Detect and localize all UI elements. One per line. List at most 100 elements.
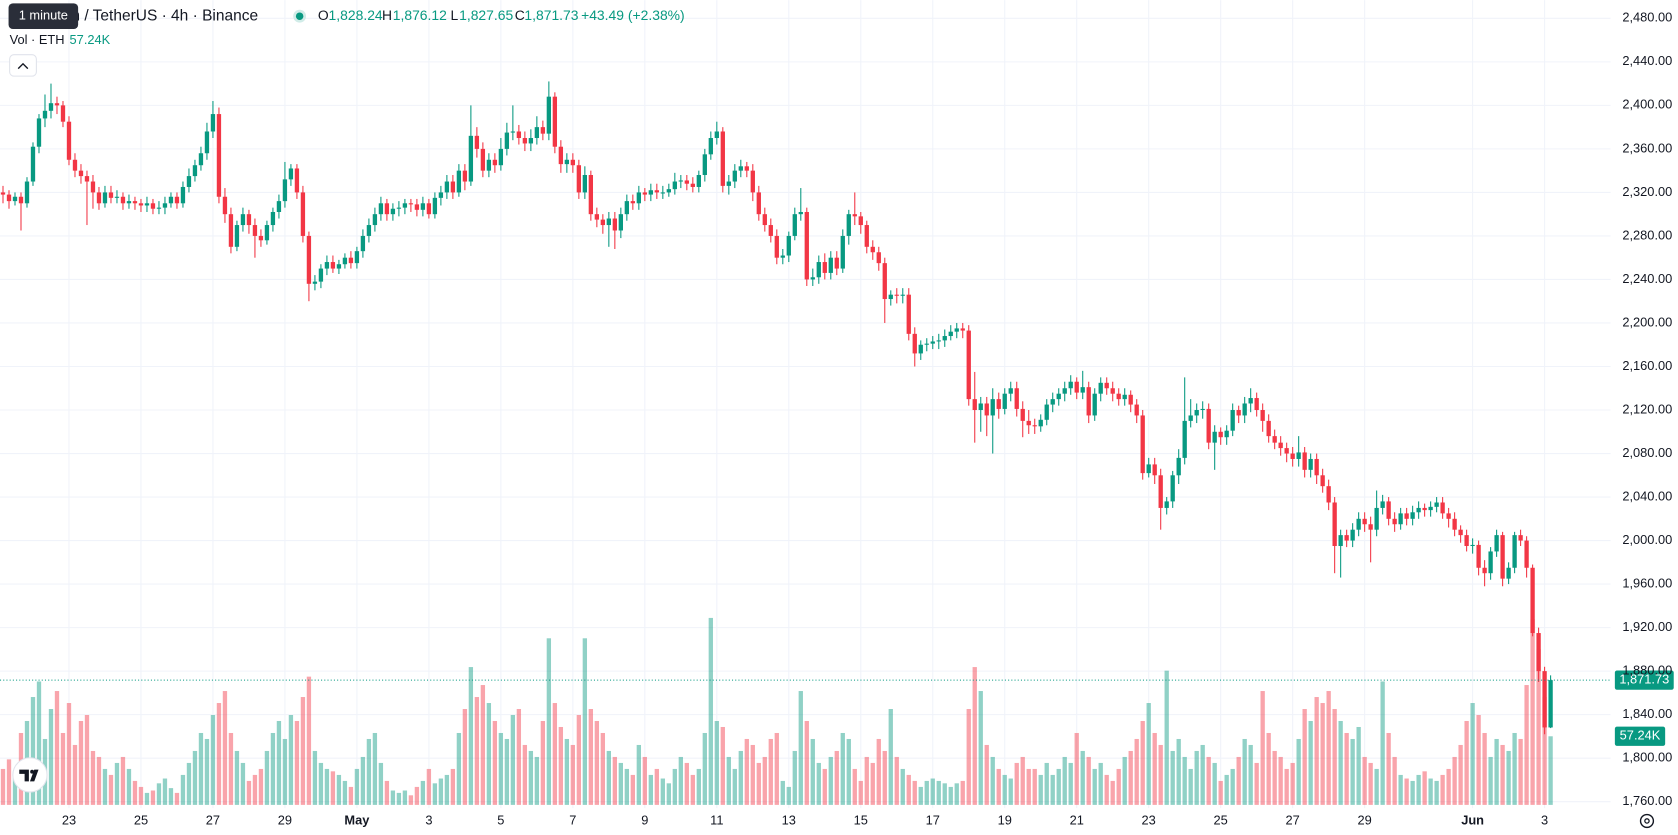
volume-bar [588, 709, 594, 805]
volume-bar [636, 744, 641, 805]
candle-body [912, 333, 917, 354]
candle-body [1134, 404, 1139, 416]
candle-body [156, 207, 162, 209]
x-tick-label: 19 [998, 812, 1012, 827]
volume-bar [162, 778, 168, 805]
high-value: 1,876.12 [393, 7, 447, 23]
candle-body [1536, 633, 1541, 672]
volume-bar [36, 681, 42, 805]
candle-body [486, 159, 492, 171]
volume-bar [342, 780, 348, 805]
candle-body [480, 148, 486, 171]
candle-body [414, 204, 420, 210]
volume-bar [1008, 778, 1013, 805]
volume-bar [1308, 720, 1313, 805]
candle-body [216, 114, 222, 197]
volume-bar [816, 762, 821, 805]
candle-body [366, 225, 372, 236]
volume-bar [1260, 691, 1265, 805]
candle-body [570, 159, 576, 166]
candle-body [516, 131, 522, 139]
volume-bar [1278, 756, 1283, 805]
candle-body [1326, 486, 1331, 503]
volume-bar [534, 756, 540, 805]
volume-bar [1380, 681, 1385, 805]
volume-bar [1128, 750, 1133, 805]
candle-body [1212, 431, 1217, 443]
volume-bar [330, 771, 336, 805]
candle-body [432, 197, 438, 215]
volume-bar [456, 732, 462, 805]
volume-bar [78, 720, 84, 805]
collapse-button[interactable] [9, 54, 37, 77]
volume-bar [672, 768, 677, 805]
volume-bar [180, 774, 186, 805]
candle-body [1386, 501, 1391, 519]
volume-bar [744, 738, 749, 805]
volume-bar [1518, 738, 1523, 805]
volume-value: 57.24K [70, 32, 111, 47]
volume-bar [654, 768, 659, 805]
settings-gear[interactable] [1639, 813, 1655, 829]
candle-body [1344, 535, 1349, 541]
volume-bar [222, 691, 228, 805]
candle-body [1392, 518, 1397, 525]
volume-bar [600, 732, 606, 805]
volume-bar [468, 667, 474, 805]
volume-bar [276, 720, 282, 805]
candle-body [438, 192, 444, 198]
volume-bar [1482, 732, 1487, 805]
volume-tag-label: 57.24K [1620, 728, 1661, 743]
x-tick-label: 3 [425, 812, 432, 827]
volume-bar [384, 780, 390, 805]
volume-bar [1398, 774, 1403, 805]
volume-bar [1488, 756, 1493, 805]
candle-body [672, 181, 677, 190]
candle-body [660, 192, 665, 194]
tooltip-text: 1 minute [19, 8, 68, 23]
candle-body [390, 208, 396, 215]
candle-body [1146, 464, 1151, 474]
volume-bar [1194, 750, 1199, 805]
volume-bar [1350, 738, 1355, 805]
candle-body [1164, 501, 1169, 508]
volume-bar [1098, 762, 1103, 805]
collapse-icon [17, 62, 29, 70]
low-value: 1,827.65 [459, 7, 513, 23]
candle-body [1296, 452, 1301, 459]
x-tick-label: 29 [278, 812, 292, 827]
candle-body [1518, 535, 1523, 541]
volume-bar [1374, 768, 1379, 805]
candle-body [108, 192, 114, 198]
candle-body [336, 264, 342, 269]
volume-bar [852, 768, 857, 805]
volume-bar [666, 783, 671, 805]
candle-body [270, 211, 276, 226]
settings-icon[interactable] [1639, 813, 1655, 829]
candle-body [114, 196, 120, 198]
candle-body [522, 138, 528, 144]
candle-body [420, 203, 426, 210]
candle-body [1338, 535, 1343, 547]
candle-body [348, 257, 354, 264]
candle-body [780, 255, 785, 258]
volume-pane [0, 617, 1553, 805]
candle-body [552, 96, 558, 147]
volume-bar [900, 768, 905, 805]
candle-body [1242, 403, 1247, 416]
candle-body [930, 341, 935, 344]
candle-body [1230, 410, 1235, 431]
candle-body [84, 176, 90, 182]
volume-bar [726, 756, 731, 805]
candle-body [210, 114, 216, 132]
x-tick-label: 5 [497, 812, 504, 827]
volume-bar [1542, 697, 1547, 805]
candle-body [798, 211, 803, 215]
candle-body [612, 218, 617, 231]
volume-bar [288, 715, 294, 805]
y-tick-label: 1,960.00 [1622, 575, 1672, 590]
candle-body [756, 192, 761, 215]
candle-body [768, 225, 773, 236]
candle-body [1080, 387, 1085, 393]
volume-bar [504, 738, 510, 805]
